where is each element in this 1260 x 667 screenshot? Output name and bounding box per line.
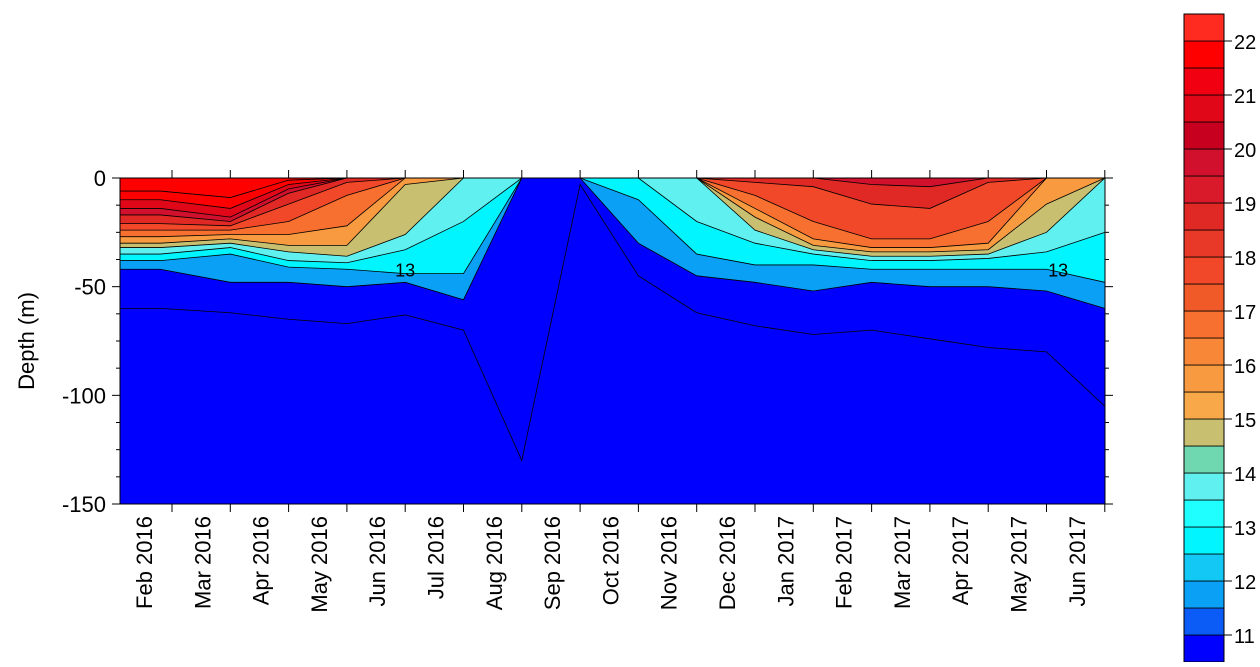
contour-line-12: [120, 178, 1105, 309]
colorbar-band: [1183, 526, 1225, 555]
colorbar-tick-label: 20: [1234, 140, 1256, 162]
colorbar-band: [1183, 580, 1225, 609]
x-tick-label: May 2016: [307, 516, 332, 613]
contour-line-22: [120, 178, 1105, 209]
x-tick-label: Mar 2016: [190, 516, 215, 609]
colorbar-band: [1183, 553, 1225, 582]
x-tick-label: Mar 2017: [890, 516, 915, 609]
colorbar-tick-label: 22: [1234, 32, 1256, 54]
colorbar-band: [1183, 40, 1225, 69]
colorbar-tick-label: 15: [1234, 410, 1256, 432]
contour-line-16: [120, 178, 1105, 253]
contour-line-11: [120, 183, 1105, 462]
colorbar-band: [1183, 148, 1225, 177]
contour-line-17: [120, 178, 1105, 248]
x-tick-label: Feb 2016: [132, 516, 157, 609]
y-tick-label: 0: [94, 166, 106, 191]
colorbar-tick-label: 16: [1234, 356, 1256, 378]
colorbar-tick-label: 18: [1234, 248, 1256, 270]
x-axis: Feb 2016 Mar 2016 Apr 2016 May 2016 Jun 2016…: [132, 170, 1106, 613]
contour-line-layer: [120, 178, 1105, 462]
y-axis-label: Depth (m): [14, 292, 39, 390]
colorbar-band: [1183, 607, 1225, 636]
colorbar-band: [1183, 391, 1225, 420]
contour-line-19: [120, 178, 1105, 227]
x-tick-label: Apr 2017: [948, 516, 973, 605]
colorbar-band: [1183, 202, 1225, 231]
colorbar-tick-label: 12: [1234, 572, 1256, 594]
colorbar-band: [1183, 256, 1225, 285]
colorbar-band: [1183, 337, 1225, 366]
x-tick-label: May 2017: [1007, 516, 1032, 613]
colorbar: 11 12 13 14 15 16 17 18 19 20 21 22: [1183, 13, 1256, 663]
colorbar-tick-label: 11: [1234, 626, 1255, 648]
contour-label-layer: 13 13: [395, 260, 1068, 280]
colorbar-band: [1183, 67, 1225, 96]
x-tick-label: Dec 2016: [715, 516, 740, 610]
x-tick-label: Jan 2017: [773, 516, 798, 607]
colorbar-band: [1183, 121, 1225, 150]
colorbar-band: [1183, 283, 1225, 312]
y-tick-label: -50: [74, 275, 106, 300]
x-tick-label: Jun 2016: [365, 516, 390, 607]
contour-line-18: [120, 178, 1105, 240]
x-tick-label: Jul 2016: [424, 516, 449, 599]
colorbar-tick-label: 13: [1234, 518, 1256, 540]
x-tick-label: Nov 2016: [657, 516, 682, 610]
y-tick-label: -150: [62, 492, 106, 517]
contour-line-15: [120, 178, 1105, 257]
colorbar-band: [1183, 13, 1225, 42]
contour-fill-layer: [120, 178, 1105, 504]
contour-line-14: [120, 178, 1105, 264]
colorbar-band: [1183, 634, 1225, 663]
y-axis: 0 -50 -100 -150: [62, 166, 1113, 517]
contour-band-19: [120, 178, 1105, 226]
x-tick-label: Jun 2017: [1065, 516, 1090, 607]
colorbar-band: [1183, 418, 1225, 447]
contour-line-13: [120, 178, 1105, 283]
colorbar-band: [1183, 445, 1225, 474]
colorbar-band: [1183, 229, 1225, 258]
contour-line-21: [120, 178, 1105, 218]
colorbar-band: [1183, 499, 1225, 528]
contour-band-22: [120, 178, 1105, 209]
contour-label: 13: [1048, 260, 1068, 280]
x-tick-label: Aug 2016: [482, 516, 507, 610]
colorbar-band: [1183, 364, 1225, 393]
colorbar-tick-label: 19: [1234, 194, 1256, 216]
colorbar-band: [1183, 472, 1225, 501]
x-tick-label: Sep 2016: [540, 516, 565, 610]
colorbar-band: [1183, 175, 1225, 204]
x-tick-label: Oct 2016: [598, 516, 623, 605]
contour-line-20: [120, 178, 1105, 222]
x-tick-label: Feb 2017: [832, 516, 857, 609]
colorbar-tick-label: 21: [1234, 86, 1256, 108]
colorbar-tick-label: 14: [1234, 464, 1256, 486]
colorbar-band: [1183, 94, 1225, 123]
contour-label: 13: [395, 260, 415, 280]
colorbar-tick-label: 17: [1234, 302, 1256, 324]
colorbar-band: [1183, 310, 1225, 339]
y-tick-label: -100: [62, 383, 106, 408]
x-tick-label: Apr 2016: [249, 516, 274, 605]
contour-line-23: [120, 178, 1105, 198]
